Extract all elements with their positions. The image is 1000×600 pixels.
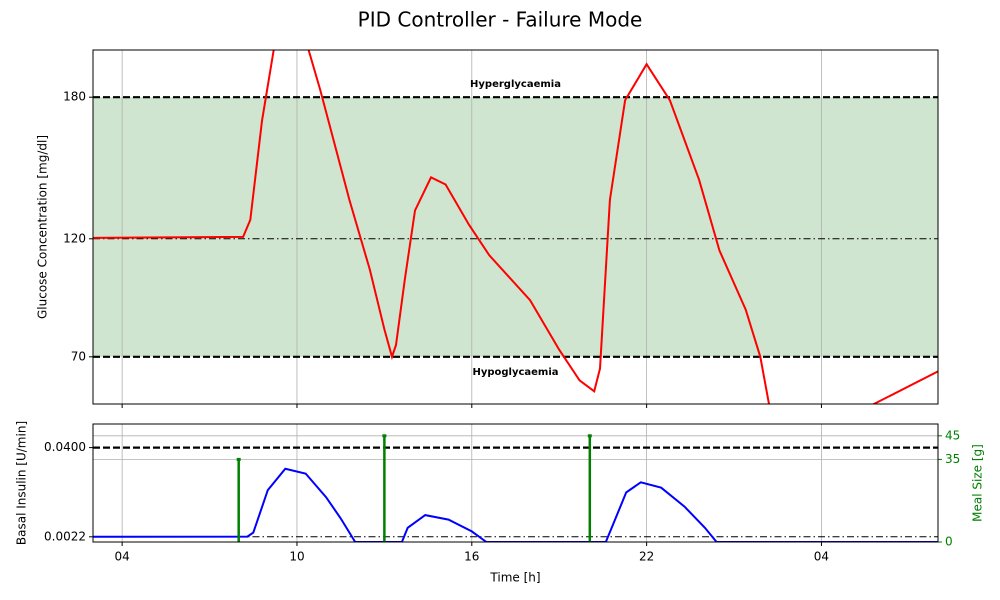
meal-cap (382, 434, 387, 438)
figure-title: PID Controller - Failure Mode (358, 8, 643, 32)
plot-area (93, 424, 938, 542)
annotation: Hyperglycaemia (470, 79, 561, 90)
x-tick-label: 04 (814, 550, 829, 564)
meal-cap (236, 457, 241, 461)
data-line (93, 50, 938, 404)
target-band (93, 97, 938, 357)
y2-tick-label: 45 (945, 428, 960, 442)
y2-tick-label: 35 (945, 452, 960, 466)
y-axis-label: Glucose Concentration [mg/dl] (36, 135, 50, 319)
y-axis-label: Basal Insulin [U/min] (15, 421, 29, 545)
annotation: Hypoglycaemia (472, 367, 558, 378)
x-tick-label: 04 (114, 550, 129, 564)
x-tick-label: 16 (464, 550, 479, 564)
y2-axis-label: Meal Size [g] (971, 444, 985, 522)
y-tick-label: 70 (71, 349, 86, 363)
x-axis-label: Time [h] (489, 571, 540, 585)
data-line (93, 467, 938, 542)
axes-frame (92, 423, 939, 543)
plot-area (93, 50, 938, 404)
axes-frame (92, 49, 939, 405)
x-tick-label: 22 (639, 550, 654, 564)
meal-cap (587, 434, 592, 438)
y-tick-label: 180 (63, 90, 86, 104)
y-tick-label: 120 (63, 231, 86, 245)
y-tick-label: 0.0400 (44, 440, 86, 454)
y2-tick-label: 0 (945, 535, 953, 549)
x-tick-label: 10 (289, 550, 304, 564)
y-tick-label: 0.0022 (44, 529, 86, 543)
